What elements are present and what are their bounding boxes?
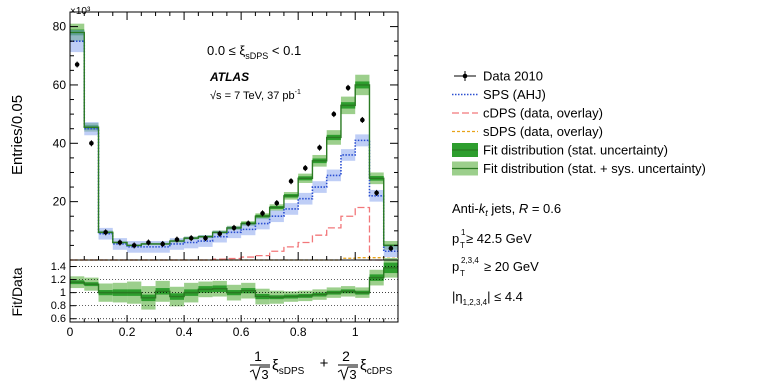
y-tick-label: 80 bbox=[53, 20, 67, 34]
data-point bbox=[188, 235, 194, 241]
legend-label: Data 2010 bbox=[483, 69, 543, 84]
ratio-y-axis-label: Fit/Data bbox=[9, 267, 25, 316]
x-label-num2: 2 bbox=[342, 348, 350, 364]
main-plot-panel: 20 40 60 80 ×10³ Entries/0.05 0.0 ≤ ξsDPS <… bbox=[9, 6, 399, 261]
x-label-den1: 3 bbox=[261, 367, 268, 381]
y-exponent-label: ×10³ bbox=[70, 6, 91, 17]
legend-data-marker bbox=[462, 73, 468, 79]
data-point bbox=[203, 235, 208, 241]
x-tick-label: 1 bbox=[352, 325, 359, 339]
y-tick-label: 60 bbox=[53, 78, 67, 92]
legend-label: cDPS (data, overlay) bbox=[483, 106, 603, 121]
data-point bbox=[331, 111, 337, 117]
ratio-frame bbox=[69, 259, 399, 323]
fit-line bbox=[70, 31, 398, 247]
ratio-y-tick-label: 0.6 bbox=[51, 313, 66, 325]
selection-label: 0.0 ≤ ξsDPS < 0.1 bbox=[207, 43, 301, 61]
x-label-xi2: ξcDPS bbox=[360, 357, 393, 377]
ratio-y-tick-label: 1.2 bbox=[51, 274, 66, 286]
ratio-y-tick-label: 1.4 bbox=[51, 261, 66, 273]
sps-band-bin bbox=[283, 203, 299, 215]
sps-band-bin bbox=[255, 217, 270, 230]
data-point bbox=[89, 140, 94, 146]
ratio-plot-panel: 0.60.811.21.40 0.2 0.4 0.6 0.8 1 Fit/Data bbox=[9, 258, 399, 339]
data-point bbox=[260, 211, 265, 216]
sps-band-bin bbox=[269, 210, 284, 223]
sps-band-bin bbox=[241, 223, 256, 236]
x-tick-label: 0.6 bbox=[233, 325, 250, 339]
data-point bbox=[288, 178, 294, 184]
pt234-sup: 2,3,4 bbox=[461, 256, 479, 265]
energy-label: √s = 7 TeV, 37 pb-1 bbox=[210, 89, 301, 102]
x-tick-label: 0.8 bbox=[290, 325, 307, 339]
ratio-lines-layer bbox=[70, 266, 398, 320]
pt1-annotation: p bbox=[452, 231, 459, 246]
sps-band-bin bbox=[141, 241, 156, 253]
data-point bbox=[103, 229, 108, 235]
ratio-bands-layer bbox=[70, 258, 398, 310]
ratio-y-tick-label: 0.8 bbox=[51, 300, 66, 312]
jets-annotation: Anti-kt jets, R = 0.6 bbox=[452, 201, 561, 218]
pt1-rest: ≥ 42.5 GeV bbox=[466, 231, 532, 246]
sps-line bbox=[70, 40, 398, 253]
x-tick-label: 0 bbox=[67, 325, 74, 339]
data-point bbox=[245, 221, 251, 226]
x-label-sqrt1 bbox=[249, 366, 270, 381]
pt1-sub: T bbox=[460, 241, 465, 250]
legend: Data 2010 SPS (AHJ) cDPS (data, overlay) sD… bbox=[452, 69, 706, 176]
ratio-line bbox=[70, 267, 398, 299]
data-point bbox=[74, 62, 80, 67]
legend-label: Fit distribution (stat. uncertainty) bbox=[483, 143, 668, 158]
sps-band-bin bbox=[312, 181, 327, 193]
data-point bbox=[231, 225, 237, 231]
y-tick-label: 20 bbox=[53, 195, 67, 209]
x-label-plus: + bbox=[320, 355, 329, 372]
data-point bbox=[217, 231, 223, 237]
pt234-sub: T bbox=[460, 269, 465, 278]
data-point bbox=[174, 237, 180, 242]
x-tick-label: 0.2 bbox=[119, 325, 136, 339]
eta-annotation: |η1,2,3,4| ≤ 4.4 bbox=[452, 289, 523, 307]
data-point bbox=[146, 240, 151, 245]
pt1-sup: 1 bbox=[461, 228, 466, 237]
x-axis-label: 1 3 ξsDPS + 2 3 ξcDPS bbox=[249, 348, 393, 381]
x-tick-label: 0.4 bbox=[176, 325, 193, 339]
data-point bbox=[160, 241, 165, 247]
legend-label: sDPS (data, overlay) bbox=[483, 124, 603, 139]
ratio-y-tick-label: 1 bbox=[60, 287, 66, 299]
y-tick-label: 40 bbox=[53, 136, 67, 150]
data-points-layer bbox=[74, 61, 394, 252]
atlas-label: ATLAS bbox=[209, 70, 249, 84]
data-point bbox=[131, 243, 137, 248]
pt234-rest: ≥ 20 GeV bbox=[484, 259, 539, 274]
ratio-axes: 0.60.811.21.40 0.2 0.4 0.6 0.8 1 bbox=[51, 259, 399, 339]
data-point bbox=[360, 117, 365, 123]
data-point bbox=[345, 85, 351, 91]
data-point bbox=[274, 200, 280, 206]
data-point bbox=[303, 165, 308, 171]
x-label-xi1: ξsDPS bbox=[272, 357, 305, 377]
data-point bbox=[117, 240, 123, 245]
data-point bbox=[374, 190, 379, 196]
legend-label: Fit distribution (stat. + sys. uncertain… bbox=[483, 161, 706, 176]
pt234-annotation: p bbox=[452, 259, 459, 274]
x-label-sqrt2 bbox=[337, 366, 358, 381]
legend-label: SPS (AHJ) bbox=[483, 87, 546, 102]
x-label-num1: 1 bbox=[254, 348, 262, 364]
sps-band-bin bbox=[355, 134, 370, 147]
main-axes: 20 40 60 80 bbox=[53, 11, 399, 261]
data-point bbox=[388, 246, 394, 251]
data-point bbox=[317, 145, 322, 150]
selection-annotations: Anti-kt jets, R = 0.6 p 1 T ≥ 42.5 GeV p… bbox=[452, 201, 561, 307]
x-label-den2: 3 bbox=[349, 367, 356, 381]
sps-band-bin bbox=[340, 149, 356, 161]
y-axis-label: Entries/0.05 bbox=[9, 95, 26, 175]
